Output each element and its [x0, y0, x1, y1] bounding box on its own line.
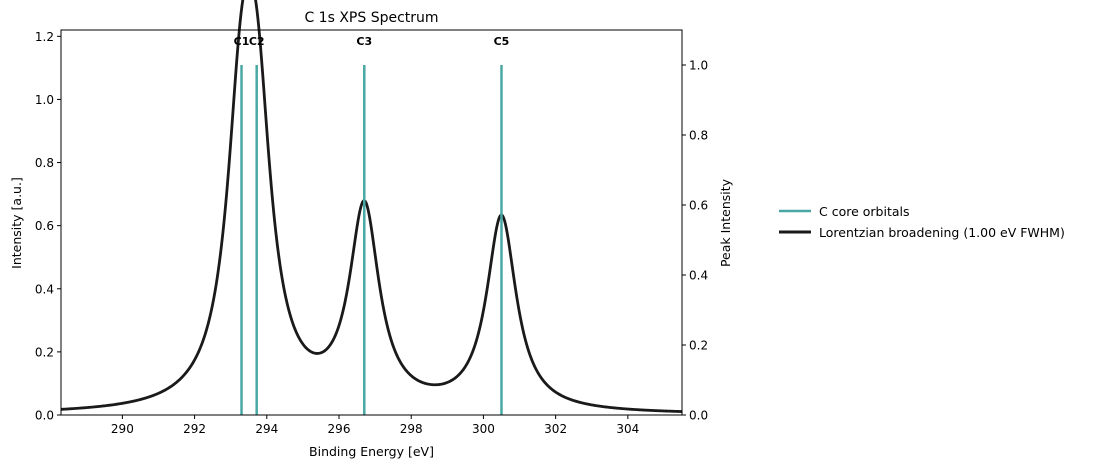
y-left-tick-label: 0.8 [35, 156, 54, 170]
x-tick-label: 304 [616, 422, 639, 436]
x-tick-label: 302 [544, 422, 567, 436]
x-tick-label: 296 [328, 422, 351, 436]
y-left-tick-label: 0.0 [35, 409, 54, 423]
chart-title: C 1s XPS Spectrum [304, 10, 438, 26]
stick-label-c3: C3 [356, 35, 372, 48]
y-right-tick-label: 0.4 [689, 269, 708, 283]
curve-layer [60, 0, 683, 413]
x-tick-label: 290 [111, 422, 134, 436]
lorentzian-curve [60, 0, 683, 413]
y-left-tick-label: 0.4 [35, 282, 54, 296]
x-axis-ticks: 290 292 294 296 298 300 302 304 [111, 415, 639, 436]
stick-label-c2: C2 [249, 35, 265, 48]
x-tick-label: 294 [255, 422, 278, 436]
plot-frame [60, 29, 683, 416]
y-right-tick-label: 0.2 [689, 339, 708, 353]
y-left-tick-label: 0.6 [35, 219, 54, 233]
stick-layer: C1 C2 C3 C5 [234, 35, 510, 415]
x-tick-label: 300 [472, 422, 495, 436]
y-right-tick-label: 0.0 [689, 409, 708, 423]
y-axis-left-label: Intensity [a.u.] [9, 177, 24, 269]
y-axis-right-ticks: 0.0 0.2 0.4 0.6 0.8 1.0 [682, 59, 708, 423]
legend-label-curve: Lorentzian broadening (1.00 eV FWHM) [819, 225, 1065, 240]
legend-label-sticks: C core orbitals [819, 204, 910, 219]
x-tick-label: 292 [183, 422, 206, 436]
y-right-tick-label: 0.8 [689, 129, 708, 143]
y-axis-left-ticks: 0.0 0.2 0.4 0.6 0.8 1.0 1.2 [35, 30, 61, 423]
stick-label-c5: C5 [494, 35, 510, 48]
x-tick-label: 298 [400, 422, 423, 436]
x-axis-label: Binding Energy [eV] [309, 444, 434, 459]
y-right-tick-label: 1.0 [689, 59, 708, 73]
y-right-tick-label: 0.6 [689, 199, 708, 213]
y-left-tick-label: 1.0 [35, 93, 54, 107]
stick-label-c1: C1 [234, 35, 250, 48]
y-left-tick-label: 1.2 [35, 30, 54, 44]
legend: C core orbitals Lorentzian broadening (1… [779, 204, 1065, 240]
y-left-tick-label: 0.2 [35, 345, 54, 359]
y-axis-right-label: Peak Intensity [718, 178, 733, 267]
